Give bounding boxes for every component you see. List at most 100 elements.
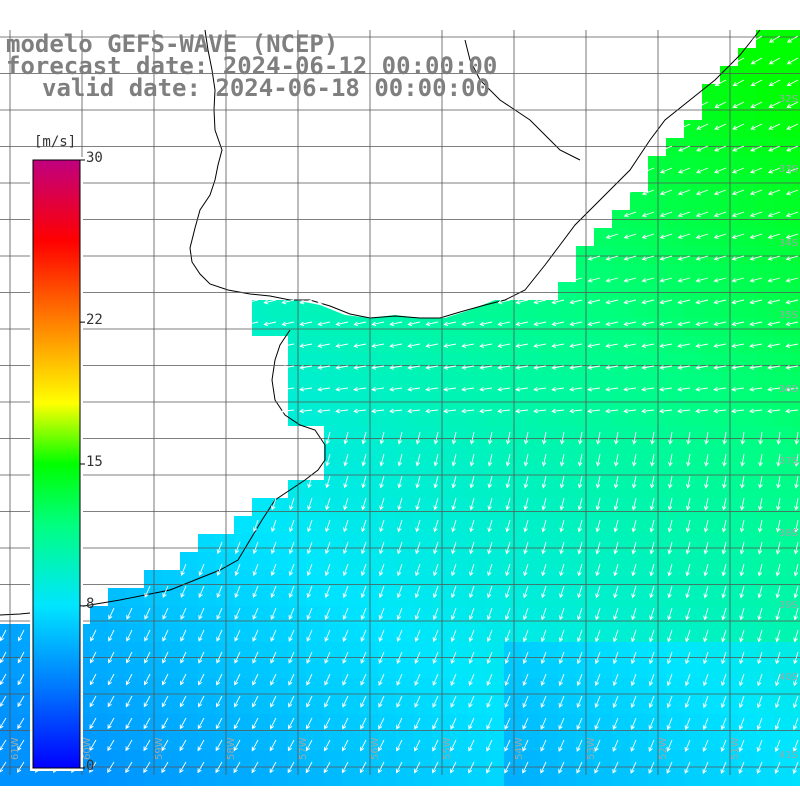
wind-arrow	[731, 189, 745, 196]
wind-arrow	[630, 695, 637, 709]
wind-arrow	[379, 453, 385, 467]
wind-cell	[684, 192, 702, 210]
wind-arrow	[667, 541, 673, 555]
wind-arrow	[395, 761, 403, 774]
wind-cell	[360, 570, 378, 588]
wind-cell	[450, 678, 468, 696]
wind-cell	[180, 588, 198, 606]
wind-cell	[468, 390, 486, 408]
wind-cell	[756, 336, 774, 354]
wind-cell	[504, 570, 522, 588]
wind-arrow	[558, 717, 565, 730]
wind-cell	[756, 714, 774, 732]
wind-cell	[468, 462, 486, 480]
wind-arrow	[479, 365, 493, 370]
wind-arrow	[443, 365, 457, 370]
wind-cell	[162, 588, 180, 606]
wind-arrow	[739, 519, 745, 533]
wind-arrow	[342, 651, 349, 664]
wind-cell	[630, 228, 648, 246]
wind-cell	[432, 336, 450, 354]
wind-cell	[378, 318, 396, 336]
wind-arrow	[234, 607, 241, 620]
wind-arrow	[281, 321, 295, 327]
wind-cell	[540, 534, 558, 552]
wind-arrow	[143, 761, 151, 774]
wind-cell	[774, 282, 792, 300]
wind-arrow	[630, 651, 637, 665]
wind-arrow	[613, 519, 619, 533]
wind-cell	[288, 732, 306, 750]
wind-arrow	[587, 386, 601, 392]
wind-arrow	[594, 651, 601, 665]
wind-cell	[486, 588, 504, 606]
wind-arrow	[731, 386, 745, 392]
wind-arrow	[613, 541, 619, 555]
wind-cell	[468, 498, 486, 516]
wind-arrow	[342, 585, 349, 599]
wind-arrow	[461, 299, 475, 305]
wind-cell	[108, 714, 126, 732]
wind-cell	[594, 264, 612, 282]
wind-cell	[396, 714, 414, 732]
wind-arrow	[180, 563, 187, 576]
wind-cell	[288, 408, 306, 426]
wind-cell	[792, 48, 800, 66]
wind-arrow	[757, 607, 763, 621]
wind-cell	[720, 426, 738, 444]
wind-cell	[288, 714, 306, 732]
wind-cell	[756, 462, 774, 480]
wind-cell	[342, 750, 360, 768]
wind-arrow	[415, 453, 421, 467]
wind-arrow	[731, 408, 745, 414]
wind-cell	[468, 444, 486, 462]
wind-cell	[648, 750, 666, 768]
wind-arrow	[479, 321, 493, 327]
wind-cell	[180, 714, 198, 732]
wind-cell	[756, 732, 774, 750]
wind-arrow	[731, 321, 745, 327]
wind-cell	[144, 714, 162, 732]
wind-cell	[648, 678, 666, 696]
wind-cell	[54, 768, 72, 786]
wind-cell	[342, 444, 360, 462]
wind-arrow	[758, 497, 763, 511]
wind-arrow	[613, 475, 619, 489]
wind-cell	[414, 552, 432, 570]
wind-arrow	[540, 629, 547, 643]
wind-cell	[522, 300, 540, 318]
wind-arrow	[696, 145, 709, 152]
wind-arrow	[89, 695, 97, 708]
wind-cell	[738, 282, 756, 300]
wind-arrow	[605, 365, 619, 370]
wind-arrow	[713, 277, 727, 283]
wind-arrow	[378, 629, 385, 642]
wind-arrow	[216, 563, 223, 576]
wind-arrow	[576, 629, 583, 643]
wind-arrow	[515, 343, 529, 348]
wind-arrow	[325, 453, 331, 467]
wind-arrow	[432, 585, 439, 599]
wind-cell	[684, 660, 702, 678]
wind-arrow	[666, 695, 673, 709]
wind-cell	[144, 624, 162, 642]
wind-cell	[234, 696, 252, 714]
wind-arrow	[107, 739, 115, 752]
wind-cell	[486, 714, 504, 732]
wind-cell	[792, 192, 800, 210]
wind-cell	[324, 660, 342, 678]
wind-cell	[342, 318, 360, 336]
wind-arrow	[533, 299, 547, 305]
wind-cell	[738, 318, 756, 336]
wind-arrow	[270, 629, 277, 642]
wind-cell	[504, 318, 522, 336]
wind-cell	[468, 768, 486, 786]
wind-arrow	[433, 541, 439, 555]
wind-arrow	[740, 475, 745, 489]
wind-arrow	[713, 299, 727, 305]
wind-cell	[576, 714, 594, 732]
wind-arrow	[713, 255, 727, 261]
wind-arrow	[768, 35, 781, 43]
wind-cell	[576, 462, 594, 480]
wind-cell	[306, 480, 324, 498]
